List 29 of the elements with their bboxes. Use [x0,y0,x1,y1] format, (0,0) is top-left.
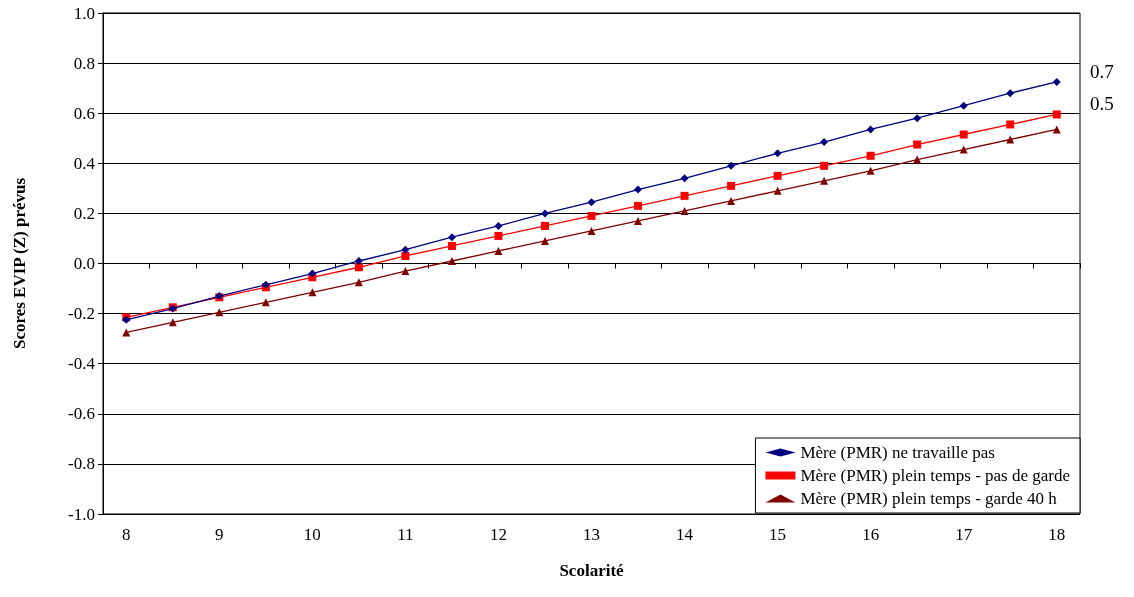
y-axis-title: Scores EVIP (Z) prévus [10,177,29,350]
y-tick-label: -0.8 [68,454,95,474]
y-tick-label: 0.8 [73,53,95,73]
x-tick-label: 15 [769,525,787,544]
x-tick-label: 14 [676,525,694,544]
x-tick-label: 9 [215,525,224,544]
x-tick-label: 8 [122,525,131,544]
y-tick-label: -0.4 [68,354,96,374]
x-axis-title: Scolarité [559,561,625,580]
y-tick-label: 0.6 [73,103,95,123]
x-tick-label: 17 [955,525,973,544]
x-tick-label: 10 [303,525,321,544]
annotation: 0.7 [1090,60,1114,82]
y-tick-label: 0.2 [73,203,95,223]
x-tick-label: 11 [397,525,414,544]
y-tick-label: 1.0 [73,3,95,23]
x-tick-label: 12 [489,525,507,544]
legend-label: Mère (PMR) plein temps - garde 40 h [800,489,1058,508]
y-tick-label: -0.6 [68,404,95,424]
y-tick-label: 0.4 [73,153,96,173]
legend-label: Mère (PMR) ne travaille pas [800,443,995,462]
x-tick-label: 13 [583,525,600,544]
y-tick-label: -1.0 [68,504,95,524]
annotation: 0.5 [1090,93,1114,115]
legend-label: Mère (PMR) plein temps - pas de garde [800,466,1071,485]
y-tick-label: -0.2 [68,304,95,324]
x-tick-label: 16 [862,525,880,544]
x-tick-label: 18 [1048,525,1066,544]
y-tick-label: 0.0 [73,254,95,273]
